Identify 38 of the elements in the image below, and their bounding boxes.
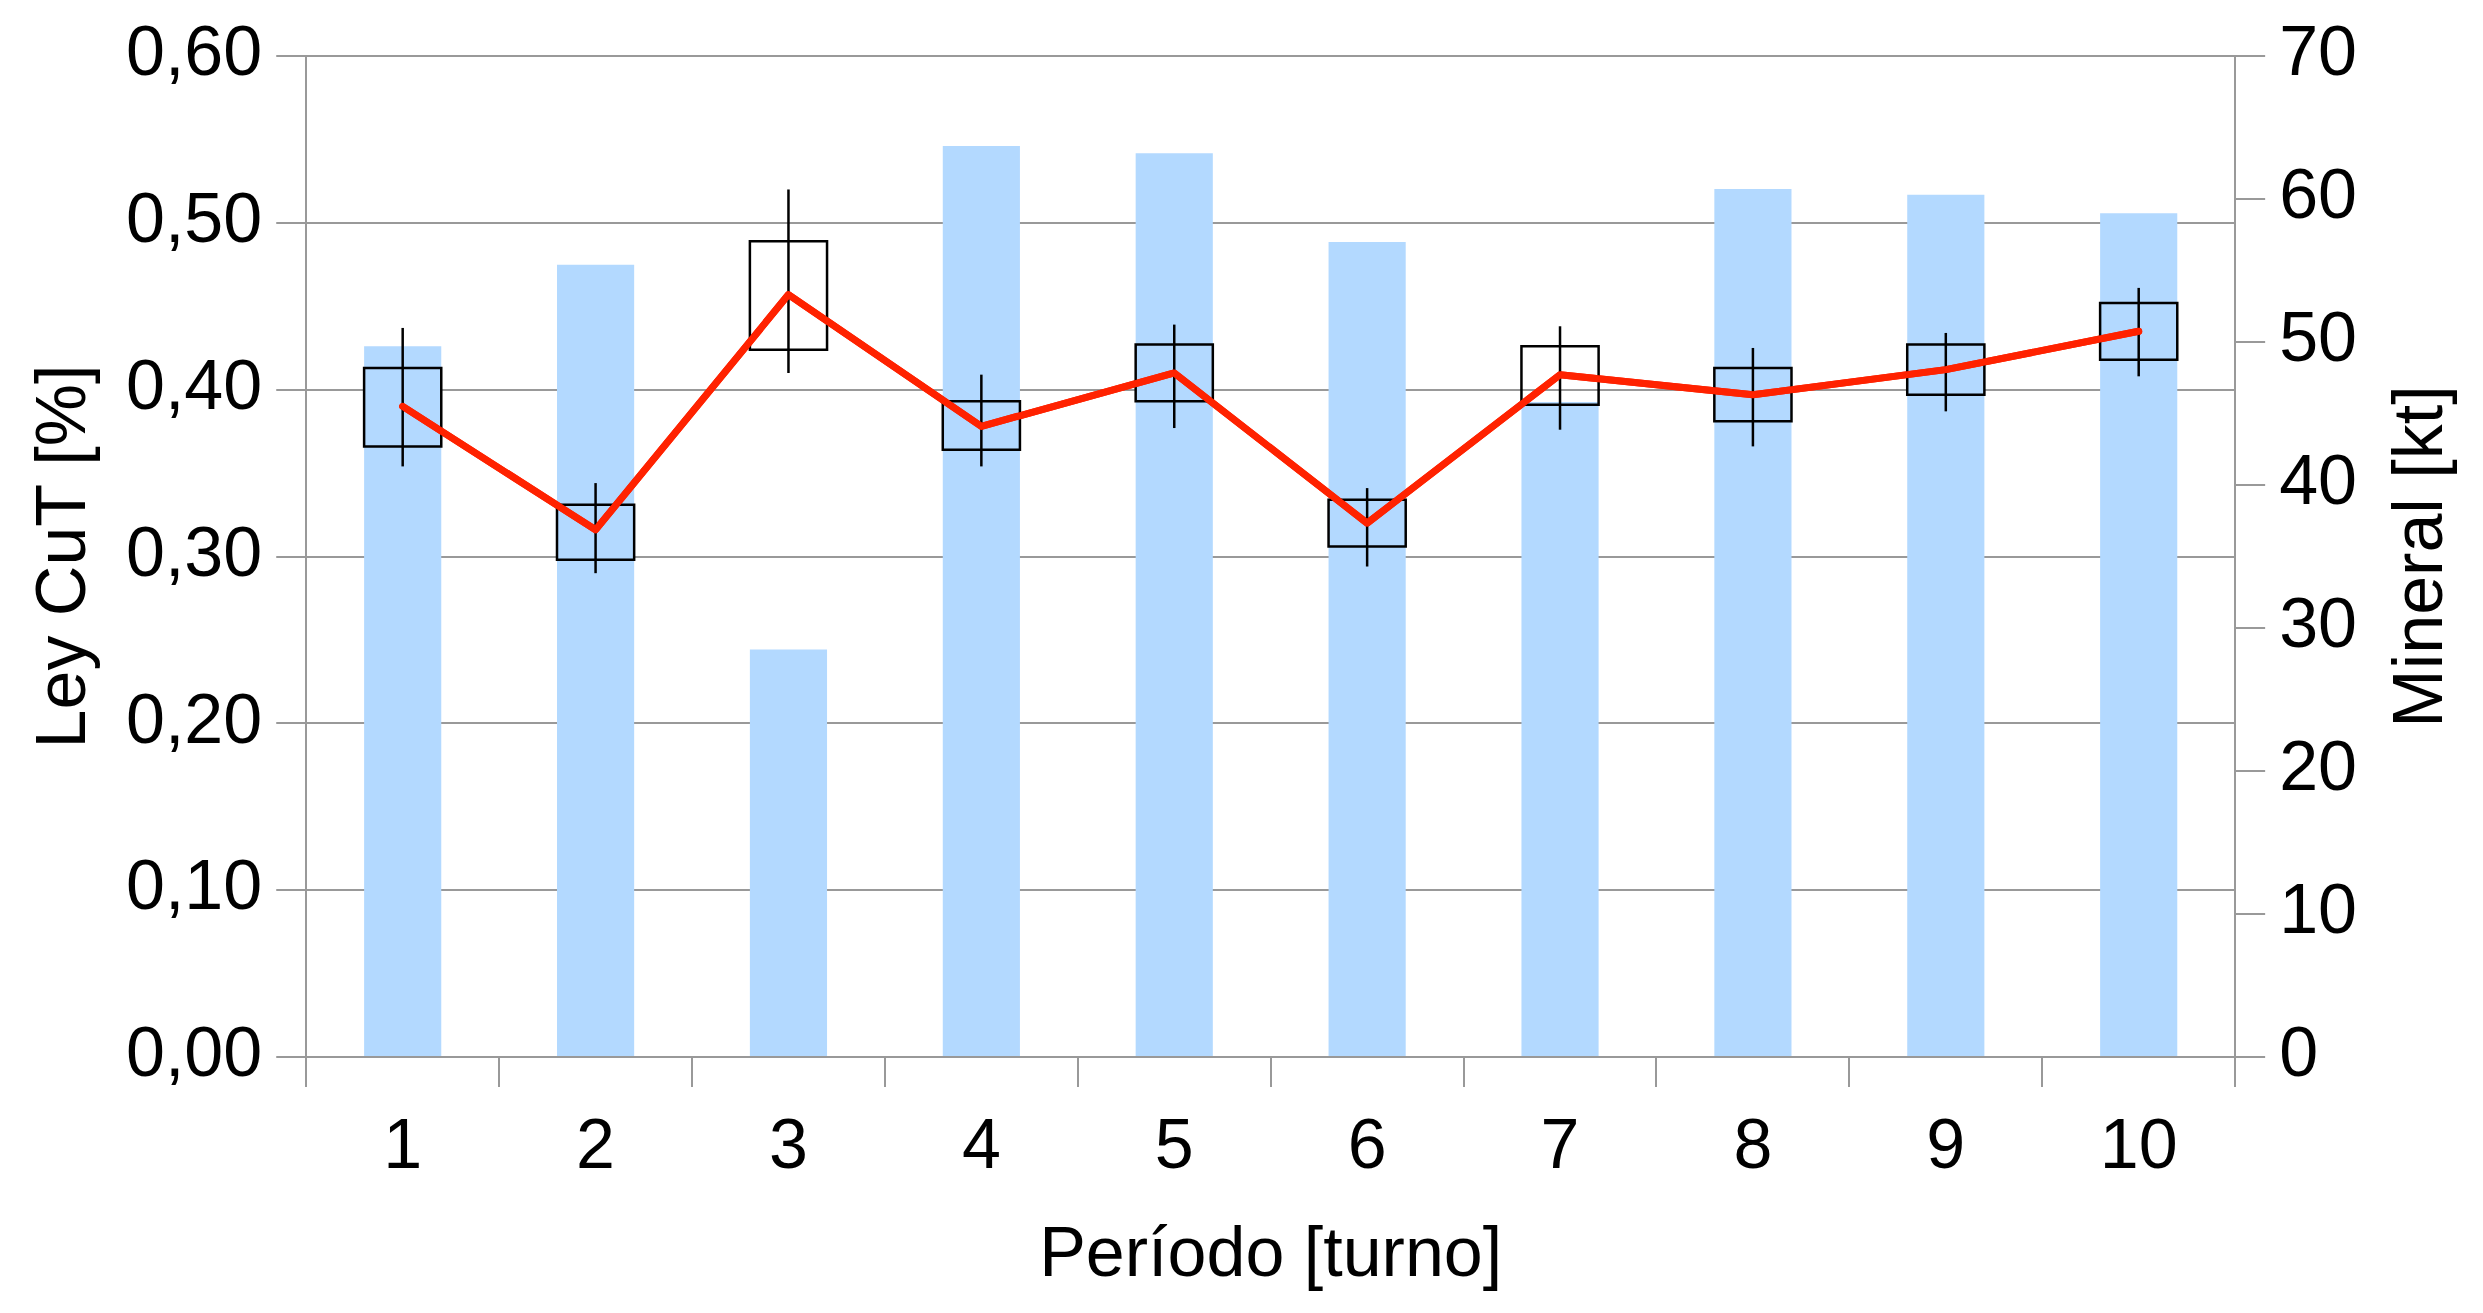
y-tick-label: 0,30	[125, 512, 263, 591]
bar	[942, 146, 1020, 1056]
x-tick-label: 4	[961, 1105, 1001, 1184]
y-tick-label: 0,60	[125, 12, 263, 91]
x-tick-label: 9	[1926, 1105, 1966, 1184]
bar	[1328, 241, 1406, 1056]
y-axis-title: Ley CuT [%]	[22, 364, 101, 749]
y2-tick-label: 50	[2279, 298, 2358, 377]
y-tick-label: 0,50	[125, 179, 263, 258]
x-axis-title: Período [turno]	[1039, 1213, 1503, 1292]
x-tick-label: 2	[576, 1105, 616, 1184]
y2-tick-label: 20	[2279, 727, 2358, 806]
x-tick-label: 7	[1540, 1105, 1580, 1184]
bar	[1907, 194, 1985, 1056]
x-tick-label: 6	[1347, 1105, 1387, 1184]
y2-tick-label: 40	[2279, 441, 2358, 520]
y2-tick-label: 10	[2279, 870, 2358, 949]
bar	[364, 346, 442, 1056]
x-tick-label: 1	[383, 1105, 423, 1184]
y2-tick-label: 70	[2279, 12, 2358, 91]
bar	[1521, 402, 1599, 1056]
y-tick-label: 0,00	[125, 1013, 263, 1092]
y2-tick-label: 60	[2279, 155, 2358, 234]
bar	[1714, 188, 1792, 1056]
bar	[749, 649, 828, 1056]
x-tick-label: 3	[769, 1105, 808, 1184]
y2-tick-label: 0	[2279, 1013, 2319, 1092]
y-tick-label: 0,40	[125, 345, 263, 424]
x-tick-label: 10	[2099, 1105, 2178, 1184]
y2-tick-label: 30	[2279, 584, 2358, 663]
bar	[1135, 153, 1213, 1056]
bar	[557, 264, 635, 1056]
x-tick-label: 8	[1733, 1105, 1773, 1184]
x-tick-label: 5	[1154, 1105, 1194, 1184]
y-tick-label: 0,20	[125, 679, 263, 758]
y2-axis-title: Mineral [kt]	[2379, 385, 2458, 728]
y-tick-label: 0,10	[125, 846, 263, 925]
bar	[2100, 213, 2178, 1056]
